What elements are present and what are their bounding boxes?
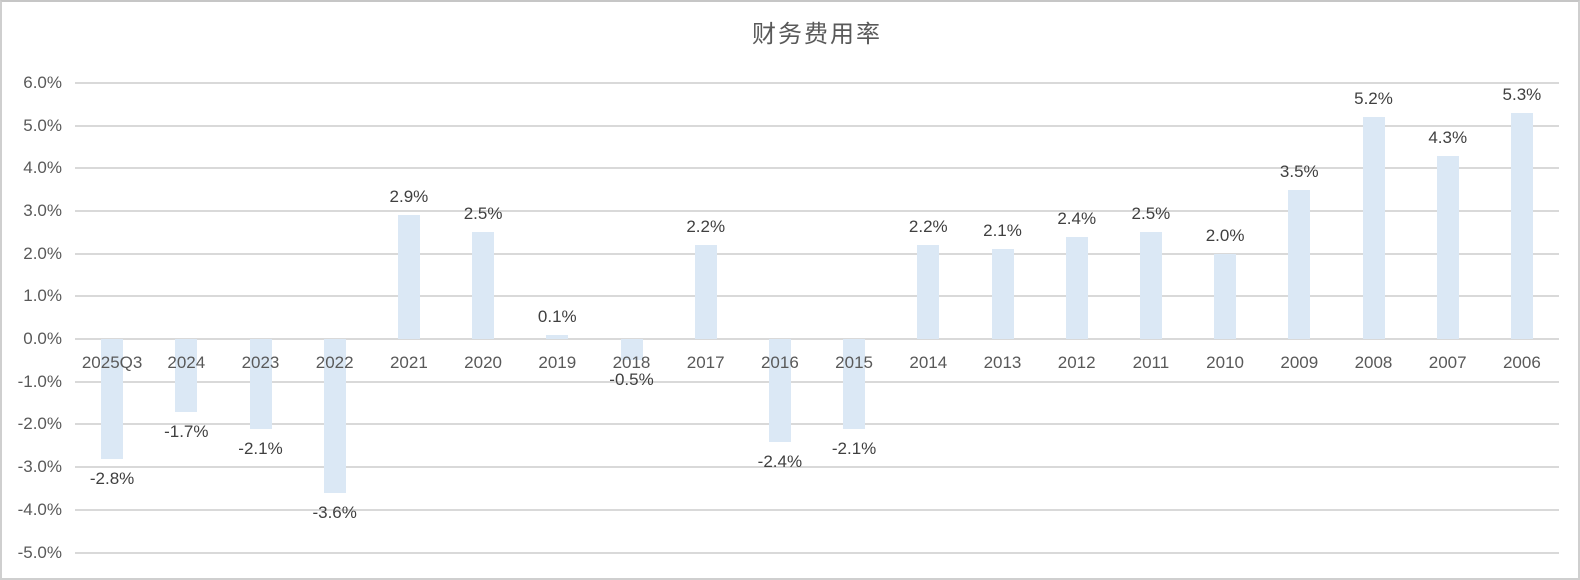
bar: [397, 215, 420, 340]
bar-value-label: 5.2%: [1354, 89, 1393, 109]
bar: [694, 245, 717, 340]
y-axis-tick-label: -2.0%: [17, 414, 62, 434]
bar: [768, 339, 791, 442]
bar: [991, 249, 1014, 340]
x-axis-label: 2023: [241, 353, 280, 373]
x-axis-label: 2010: [1206, 353, 1244, 373]
x-axis-label: 2019: [538, 353, 577, 373]
bar: [1436, 155, 1459, 340]
x-axis-label: 2025Q3: [81, 353, 143, 373]
bar-value-label: -0.5%: [609, 370, 654, 390]
bar: [1288, 189, 1311, 340]
x-axis-label: 2012: [1057, 353, 1096, 373]
bar: [472, 232, 495, 340]
y-axis-tick-label: 4.0%: [23, 158, 62, 178]
bar-value-label: 2.1%: [983, 221, 1022, 241]
bar: [175, 339, 198, 412]
bar-value-label: 2.2%: [908, 217, 948, 237]
y-axis-tick-label: 2.0%: [23, 243, 62, 263]
bar-value-label: 5.3%: [1502, 84, 1542, 104]
gridline: [75, 124, 1559, 127]
gridline: [75, 380, 1559, 383]
gridline: [75, 252, 1559, 255]
bar-value-label: 2.2%: [686, 217, 726, 237]
bar-value-label: -3.6%: [312, 502, 357, 522]
x-axis-label: 2011: [1132, 353, 1170, 373]
bar: [1065, 236, 1088, 340]
y-axis-tick-label: -1.0%: [17, 371, 62, 391]
bar-value-label: 2.9%: [389, 187, 429, 207]
x-axis-label: 2016: [760, 353, 799, 373]
gridline: [75, 508, 1559, 511]
bar-value-label: 3.5%: [1279, 161, 1319, 181]
gridline: [75, 551, 1559, 554]
gridline: [75, 423, 1559, 426]
bar: [323, 339, 346, 493]
bar-value-label: 2.0%: [1205, 225, 1245, 245]
x-axis-label: 2014: [909, 353, 948, 373]
bar-value-label: 0.1%: [537, 306, 577, 326]
x-axis-label: 2024: [167, 353, 206, 373]
x-axis-label: 2018: [612, 353, 651, 373]
bar: [1510, 112, 1533, 340]
bar-value-label: 2.5%: [1131, 204, 1171, 224]
bar-value-label: 2.4%: [1057, 208, 1097, 228]
y-axis-tick-label: 3.0%: [23, 201, 62, 221]
x-axis-label: 2017: [686, 353, 725, 373]
bar: [1214, 253, 1237, 340]
y-axis-tick-label: 1.0%: [23, 286, 62, 306]
bar: [620, 339, 643, 361]
x-axis-label: 2008: [1354, 353, 1393, 373]
gridline: [75, 210, 1559, 213]
bar: [1362, 117, 1385, 340]
y-axis-tick-label: 6.0%: [23, 73, 62, 92]
y-axis-tick-label: 0.0%: [23, 329, 62, 349]
y-axis-tick-label: -5.0%: [17, 542, 62, 562]
y-axis-tick-label: -3.0%: [17, 457, 62, 477]
bar-value-label: 4.3%: [1428, 127, 1468, 147]
bar-value-label: -1.7%: [164, 421, 209, 441]
bar-value-label: -2.4%: [757, 451, 803, 471]
gridline: [75, 338, 1559, 341]
bar: [101, 339, 124, 459]
bar-value-label: -2.1%: [238, 438, 283, 458]
gridline: [75, 466, 1559, 469]
x-axis-label: 2021: [389, 353, 428, 373]
bar-value-label: -2.8%: [89, 468, 135, 488]
x-axis-label: 2022: [315, 353, 354, 373]
bar-value-label: -2.1%: [831, 438, 877, 458]
chart-title: 财务费用率: [752, 21, 882, 48]
x-axis-label: 2007: [1428, 353, 1467, 373]
y-axis-tick-label: -4.0%: [17, 499, 62, 519]
bar: [1139, 232, 1162, 340]
bar: [249, 339, 272, 429]
bar: [546, 334, 569, 340]
gridline: [75, 167, 1559, 170]
bar-value-label: 2.5%: [463, 204, 503, 224]
gridline: [75, 82, 1559, 84]
bar: [917, 245, 940, 340]
gridline: [75, 295, 1559, 298]
y-axis-tick-label: 5.0%: [23, 115, 62, 135]
bar: [843, 339, 866, 429]
x-axis-label: 2006: [1502, 353, 1541, 373]
x-axis-label: 2020: [464, 353, 502, 373]
x-axis-label: 2015: [835, 353, 873, 373]
x-axis-label: 2013: [983, 353, 1022, 373]
x-axis-label: 2009: [1280, 353, 1319, 373]
